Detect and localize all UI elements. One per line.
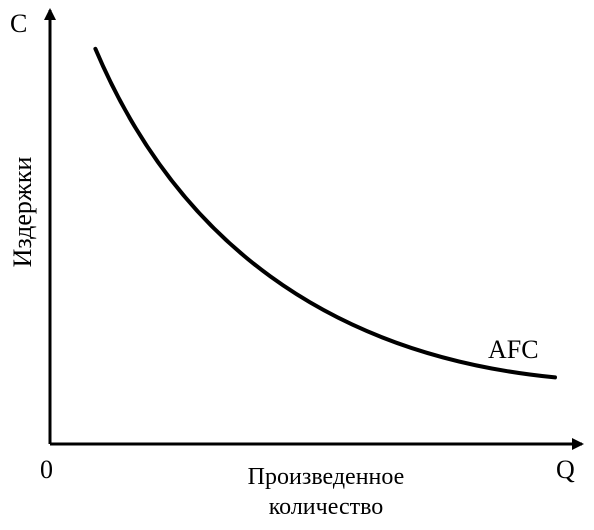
afc-curve (93, 46, 557, 380)
x-axis-label-line2: количество (269, 494, 384, 520)
origin-label: 0 (40, 455, 53, 484)
x-axis-letter: Q (556, 455, 575, 484)
x-axis-label-line1: Произведенное (248, 464, 405, 490)
y-axis-label: Издержки (8, 156, 37, 267)
afc-series-label: AFC (488, 335, 539, 364)
y-axis-letter: C (10, 9, 27, 38)
